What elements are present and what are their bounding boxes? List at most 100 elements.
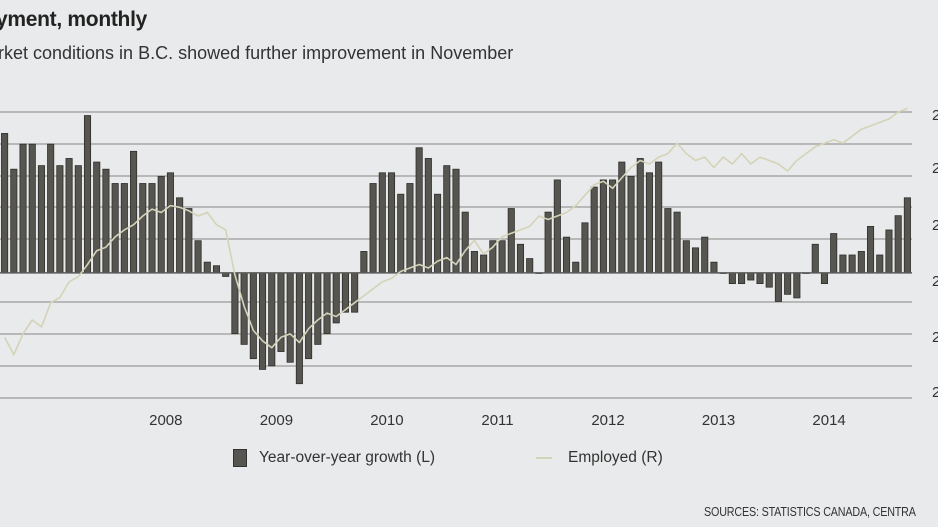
bar	[691, 247, 700, 274]
chart-subtitle: rket conditions in B.C. showed further i…	[0, 43, 514, 63]
bar	[738, 272, 746, 285]
legend-bar-swatch	[233, 449, 247, 467]
right-tick-label: 2	[932, 160, 938, 177]
bar	[130, 150, 138, 274]
bar	[701, 236, 709, 274]
bar	[526, 258, 534, 274]
bar	[203, 261, 211, 274]
bar	[867, 225, 875, 274]
bar	[664, 208, 672, 274]
bar	[655, 161, 663, 274]
x-tick-label: 2012	[591, 412, 624, 429]
bar	[443, 165, 451, 274]
x-tick-label: 2008	[149, 412, 182, 429]
bar	[516, 243, 525, 274]
bar	[470, 251, 478, 274]
bar	[259, 272, 267, 370]
bar	[894, 215, 902, 274]
bar	[784, 272, 792, 295]
x-tick-label: 2014	[812, 412, 845, 429]
gridlines	[0, 111, 912, 399]
bar	[148, 183, 156, 274]
x-tick-label: 2011	[481, 412, 513, 429]
bar	[747, 272, 755, 281]
bar	[93, 161, 101, 274]
source-note: SOURCES: STATISTICS CANADA, CENTRA	[704, 505, 916, 519]
bar	[627, 175, 635, 274]
bar	[249, 272, 257, 360]
bar	[673, 211, 681, 274]
bar	[765, 272, 773, 288]
bar	[636, 158, 644, 274]
bar	[28, 143, 36, 274]
chart-canvas: 2008 2009 2010 2011 2012 2013 2014 2 2 2 2 2 2	[0, 107, 938, 429]
bar	[406, 183, 414, 274]
bar	[305, 272, 313, 360]
bar	[268, 272, 276, 367]
bar	[480, 254, 488, 274]
bar	[286, 272, 294, 363]
bar	[839, 254, 847, 274]
bar	[452, 168, 460, 274]
bar	[111, 183, 119, 274]
bar	[74, 165, 82, 274]
x-tick-label: 2013	[702, 412, 735, 429]
bar	[710, 261, 718, 274]
bar	[848, 254, 856, 274]
right-tick-label: 2	[932, 384, 938, 401]
line-series	[3, 107, 908, 356]
bar	[756, 272, 764, 285]
bar	[811, 243, 819, 274]
x-tick-label: 2009	[260, 412, 293, 429]
bar	[830, 233, 838, 274]
legend-line-swatch	[536, 457, 552, 459]
x-tick-label: 2010	[370, 412, 403, 429]
bar	[793, 272, 801, 299]
bar	[820, 272, 829, 285]
chart-title: yment, monthly	[0, 8, 147, 31]
bar	[1, 133, 9, 274]
legend-bar-label: Year-over-year growth (L)	[259, 449, 436, 466]
bar	[295, 272, 303, 385]
bar	[553, 179, 561, 274]
bar	[728, 272, 736, 285]
bar	[176, 197, 184, 274]
bar	[185, 208, 193, 274]
bar	[166, 172, 174, 274]
bar	[498, 240, 506, 274]
right-tick-label: 2	[932, 107, 938, 124]
bar	[544, 211, 552, 274]
bar	[314, 272, 322, 345]
bar	[461, 211, 469, 274]
bar	[590, 186, 598, 274]
bar	[351, 272, 359, 313]
bar	[876, 254, 884, 274]
bar	[609, 179, 617, 274]
right-tick-label: 2	[932, 273, 938, 290]
bar	[885, 229, 893, 274]
legend-line: Employed (R)	[536, 449, 663, 467]
bar	[360, 251, 368, 274]
bar	[599, 179, 607, 274]
employed-line	[3, 107, 908, 356]
right-axis: 2 2 2 2 2 2	[932, 107, 938, 401]
bar	[83, 115, 92, 274]
bar	[507, 208, 515, 274]
bar	[397, 193, 405, 274]
bar	[774, 272, 782, 302]
bar	[415, 147, 423, 274]
bar	[102, 168, 110, 274]
bar	[194, 240, 202, 274]
bar	[323, 272, 331, 335]
bar	[19, 143, 27, 274]
bar	[572, 261, 580, 274]
bar	[857, 251, 865, 274]
bar	[387, 172, 396, 274]
bar	[240, 272, 248, 345]
right-tick-label: 2	[932, 217, 938, 234]
bar	[341, 272, 349, 313]
bar	[37, 165, 45, 274]
bar	[682, 240, 690, 274]
bar	[212, 265, 221, 274]
right-tick-label: 2	[932, 329, 938, 346]
